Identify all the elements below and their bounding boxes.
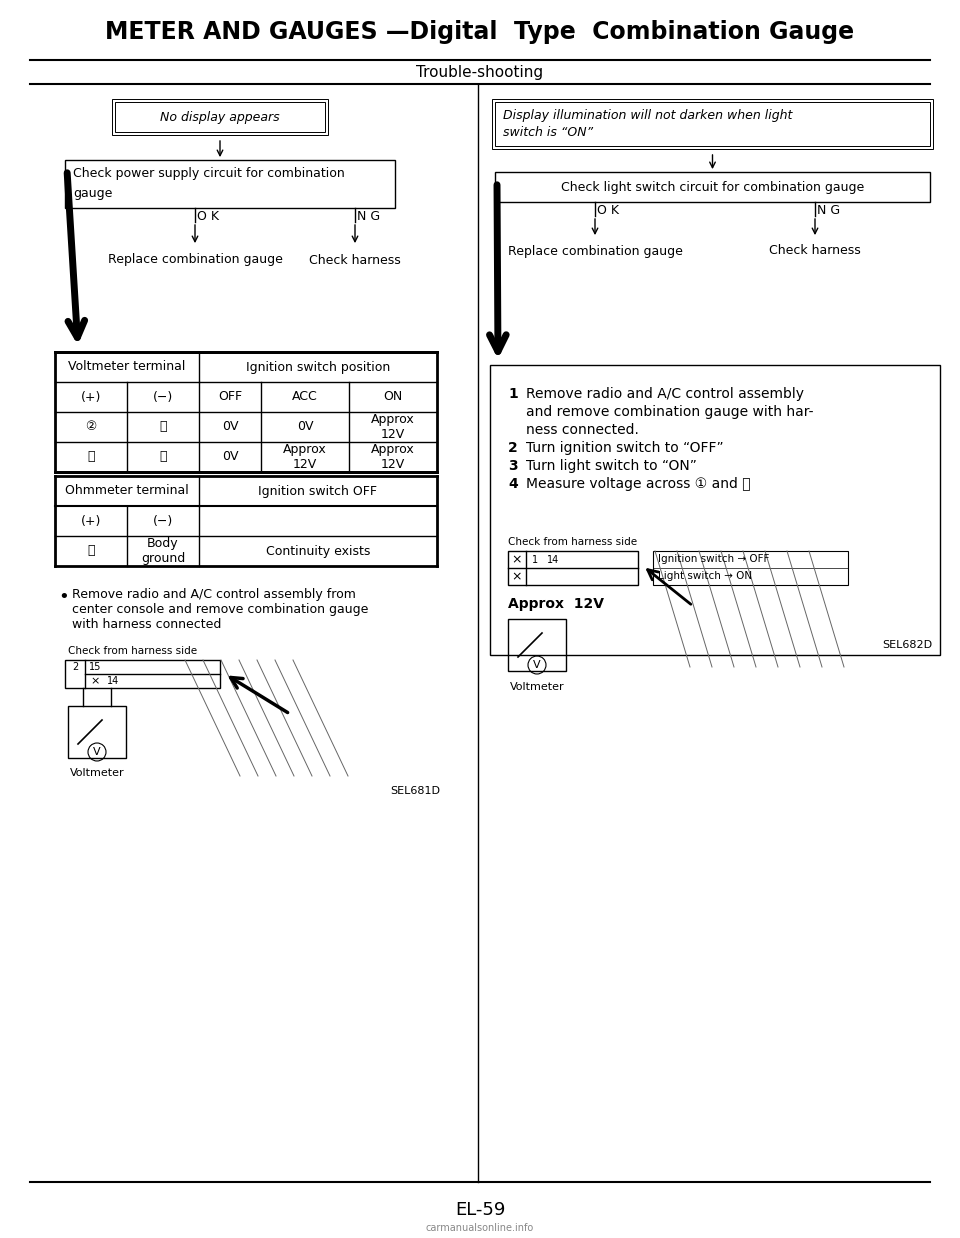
Text: Remove radio and A/C control assembly: Remove radio and A/C control assembly (526, 387, 804, 401)
Text: (+): (+) (81, 515, 101, 527)
Text: SEL681D: SEL681D (390, 786, 440, 796)
Text: 3: 3 (508, 459, 517, 473)
Text: ⑭: ⑭ (159, 421, 167, 433)
Text: 0V: 0V (222, 421, 238, 433)
Text: N G: N G (357, 209, 380, 223)
Text: Turn ignition switch to “OFF”: Turn ignition switch to “OFF” (526, 441, 724, 456)
Text: ×: × (90, 676, 100, 686)
Text: ②: ② (85, 421, 97, 433)
Text: 1: 1 (532, 555, 538, 565)
Text: 2: 2 (72, 662, 78, 672)
Text: (−): (−) (153, 515, 173, 527)
Text: •: • (58, 588, 69, 605)
Text: 0V: 0V (297, 421, 313, 433)
Text: Check from harness side: Check from harness side (508, 537, 637, 547)
Text: Approx
12V: Approx 12V (372, 443, 415, 470)
Text: Ignition switch OFF: Ignition switch OFF (258, 484, 377, 498)
Text: Approx  12V: Approx 12V (508, 597, 604, 612)
Bar (492, 99, 933, 149)
Text: Voltmeter: Voltmeter (510, 682, 564, 692)
Text: (−): (−) (153, 390, 173, 404)
Text: 0V: 0V (222, 451, 238, 463)
Text: ACC: ACC (292, 390, 318, 404)
Bar (115, 102, 325, 132)
Text: gauge: gauge (73, 187, 112, 201)
Text: N G: N G (817, 203, 840, 217)
Text: and remove combination gauge with har-: and remove combination gauge with har- (526, 405, 813, 418)
Text: V: V (533, 660, 540, 670)
Text: Trouble-shooting: Trouble-shooting (417, 64, 543, 79)
Text: Ignition switch → OFF: Ignition switch → OFF (658, 553, 769, 565)
Text: Approx
12V: Approx 12V (283, 443, 326, 470)
Text: Ignition switch position: Ignition switch position (246, 360, 390, 374)
Text: carmanualsonline.info: carmanualsonline.info (426, 1223, 534, 1233)
Bar (508, 551, 638, 586)
Bar (68, 706, 126, 758)
Text: 15: 15 (89, 662, 101, 672)
Text: Replace combination gauge: Replace combination gauge (508, 244, 683, 258)
Text: O K: O K (197, 209, 219, 223)
Text: ⑭: ⑭ (87, 545, 95, 557)
Text: 14: 14 (107, 676, 119, 686)
Text: Check from harness side: Check from harness side (68, 646, 197, 656)
Text: Replace combination gauge: Replace combination gauge (108, 254, 282, 266)
Bar (490, 365, 940, 655)
Text: No display appears: No display appears (160, 110, 279, 124)
Text: Turn light switch to “ON”: Turn light switch to “ON” (526, 459, 697, 473)
Bar (508, 619, 566, 671)
Text: 2: 2 (508, 441, 517, 456)
Text: Display illumination will not darken when light: Display illumination will not darken whe… (503, 109, 792, 121)
Bar (495, 172, 930, 202)
Text: 14: 14 (547, 555, 559, 565)
Text: Voltmeter terminal: Voltmeter terminal (68, 360, 185, 374)
Text: EL-59: EL-59 (455, 1201, 505, 1219)
Text: Remove radio and A/C control assembly from: Remove radio and A/C control assembly fr… (72, 588, 356, 600)
Text: ⑭: ⑭ (159, 451, 167, 463)
Bar (65, 160, 395, 208)
Text: METER AND GAUGES —Digital  Type  Combination Gauge: METER AND GAUGES —Digital Type Combinati… (106, 20, 854, 45)
Text: O K: O K (597, 203, 619, 217)
Text: Check harness: Check harness (769, 244, 861, 258)
Text: Check light switch circuit for combination gauge: Check light switch circuit for combinati… (561, 181, 864, 193)
Text: switch is “ON”: switch is “ON” (503, 126, 593, 140)
Text: Continuity exists: Continuity exists (266, 545, 371, 557)
Text: (+): (+) (81, 390, 101, 404)
Text: 4: 4 (508, 477, 517, 491)
Text: Voltmeter: Voltmeter (70, 768, 124, 777)
Text: ness connected.: ness connected. (526, 423, 638, 437)
Text: Approx
12V: Approx 12V (372, 413, 415, 441)
Text: center console and remove combination gauge: center console and remove combination ga… (72, 603, 369, 617)
Text: Ohmmeter terminal: Ohmmeter terminal (65, 484, 189, 498)
Text: V: V (93, 747, 101, 756)
Text: Check power supply circuit for combination: Check power supply circuit for combinati… (73, 167, 345, 181)
Bar (653, 551, 848, 586)
Text: ⑮: ⑮ (87, 451, 95, 463)
Text: OFF: OFF (218, 390, 242, 404)
Text: with harness connected: with harness connected (72, 618, 222, 631)
Text: Measure voltage across ① and ⑭: Measure voltage across ① and ⑭ (526, 477, 751, 491)
Bar (495, 102, 930, 146)
Text: ON: ON (383, 390, 402, 404)
Bar (112, 99, 328, 135)
Text: ×: × (512, 553, 522, 567)
Text: ×: × (512, 571, 522, 583)
Text: SEL682D: SEL682D (882, 640, 932, 650)
Bar (65, 660, 220, 688)
Text: Body
ground: Body ground (141, 537, 185, 565)
Text: 1: 1 (508, 387, 517, 401)
Text: Check harness: Check harness (309, 254, 401, 266)
Text: Light switch → ON: Light switch → ON (658, 571, 752, 581)
